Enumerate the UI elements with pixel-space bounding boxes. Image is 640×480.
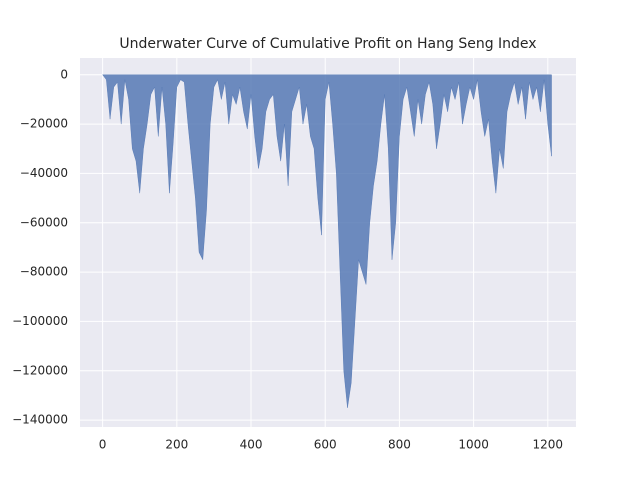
y-tick-label: −120000 [12,363,68,377]
area [102,74,552,408]
y-tick-label: −140000 [12,413,68,427]
x-tick-label: 600 [314,438,337,452]
y-tick-label: −100000 [12,314,68,328]
chart-title: Underwater Curve of Cumulative Profit on… [119,36,536,52]
y-tick-label: −20000 [20,117,68,131]
y-tick-label: 0 [60,67,68,81]
x-tick-label: 400 [240,438,263,452]
y-tick-label: −40000 [20,166,68,180]
x-tick-label: 1200 [533,438,564,452]
x-tick-label: 800 [388,438,411,452]
x-tick-label: 1000 [458,438,489,452]
y-tick-label: −60000 [20,215,68,229]
x-tick-label: 0 [99,438,107,452]
x-tick-label: 200 [165,438,188,452]
y-tick-label: −80000 [20,265,68,279]
